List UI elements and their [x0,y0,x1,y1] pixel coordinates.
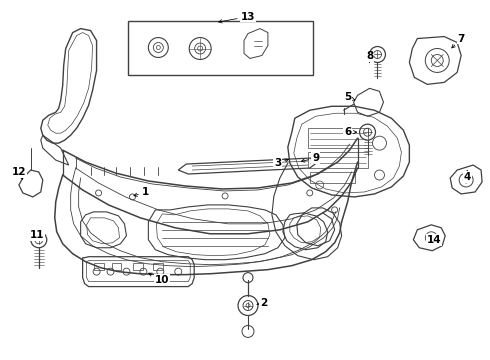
Text: 1: 1 [134,187,149,197]
Text: 5: 5 [344,92,355,102]
Text: 7: 7 [452,33,465,48]
Text: 10: 10 [148,273,170,285]
Bar [128,21,313,75]
Text: 12: 12 [12,167,26,179]
Text: 3: 3 [274,158,289,168]
Text: 2: 2 [257,297,268,307]
Text: 11: 11 [29,230,44,240]
Text: 4: 4 [464,171,471,182]
Text: 13: 13 [219,12,255,23]
Text: 14: 14 [427,235,441,245]
Text: 8: 8 [366,51,373,62]
Text: 9: 9 [301,153,319,163]
Text: 6: 6 [344,127,357,137]
